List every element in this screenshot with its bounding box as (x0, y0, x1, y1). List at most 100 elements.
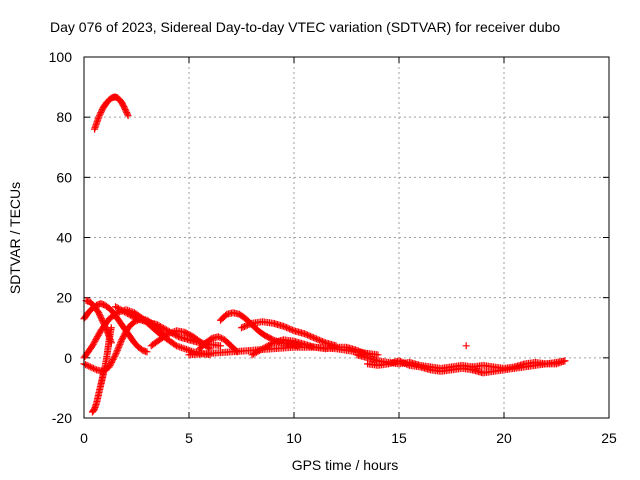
data-point (99, 318, 107, 326)
data-point (121, 106, 129, 114)
data-point (95, 310, 103, 318)
x-tick-label: 20 (496, 430, 512, 446)
data-point (95, 112, 103, 120)
data-point (214, 333, 222, 341)
data-point (164, 330, 172, 338)
data-point (395, 357, 403, 365)
data-point (304, 331, 311, 339)
data-point (130, 313, 137, 321)
data-point (100, 319, 108, 327)
data-point (179, 344, 187, 352)
data-point (167, 329, 175, 337)
data-point (122, 107, 130, 115)
series-arc-o (469, 357, 569, 377)
data-point (120, 331, 128, 339)
y-tick-label: 100 (49, 49, 73, 65)
data-point (314, 336, 322, 344)
x-tick-label: 0 (80, 430, 88, 446)
data-point (124, 112, 132, 120)
data-point (89, 340, 97, 348)
data-point (112, 303, 119, 311)
data-point (115, 342, 123, 350)
data-point (89, 364, 97, 372)
data-point (245, 321, 253, 329)
data-point (301, 330, 308, 338)
data-point (90, 339, 98, 347)
data-point (88, 342, 96, 350)
data-point (154, 321, 161, 329)
data-point (160, 324, 167, 332)
data-point (113, 346, 121, 354)
series-isolated (462, 342, 470, 350)
data-point (280, 322, 287, 330)
data-point (95, 309, 103, 317)
data-point (166, 329, 174, 337)
data-point (263, 342, 271, 350)
data-point (253, 348, 260, 356)
data-point (119, 307, 127, 315)
data-point (121, 104, 129, 112)
data-point (244, 321, 251, 329)
data-point (462, 342, 470, 350)
series-arc-d (82, 297, 115, 347)
data-point (316, 336, 323, 344)
data-point (117, 339, 125, 347)
data-point (242, 322, 250, 330)
data-point (109, 355, 117, 363)
data-point (403, 360, 410, 368)
data-point (317, 337, 325, 345)
x-tick-label: 5 (185, 430, 193, 446)
data-point (112, 310, 120, 318)
data-point (118, 306, 125, 314)
data-point (302, 330, 310, 338)
data-point (96, 312, 104, 320)
data-point (98, 316, 106, 324)
data-point (106, 361, 114, 369)
data-point (102, 324, 110, 332)
data-point (112, 351, 119, 359)
data-point (218, 334, 226, 342)
data-point (120, 103, 128, 111)
data-point (257, 346, 265, 354)
data-point (250, 350, 257, 358)
data-point (121, 330, 129, 338)
series-arc-m (364, 357, 476, 375)
y-tick-label: 20 (56, 290, 72, 306)
data-point (158, 323, 166, 331)
x-axis-label: GPS time / hours (292, 457, 399, 473)
data-point (83, 361, 91, 369)
data-point (112, 349, 120, 357)
data-point (284, 324, 292, 332)
data-point (105, 363, 113, 371)
series-arc-k (248, 336, 371, 359)
data-point (143, 348, 151, 356)
data-point (123, 327, 131, 335)
data-point (374, 351, 382, 359)
y-tick-label: -20 (52, 410, 72, 426)
data-point (169, 328, 177, 336)
data-point (239, 323, 247, 331)
data-point (181, 345, 189, 353)
data-point (131, 314, 139, 322)
data-point (308, 333, 316, 341)
data-point (186, 347, 194, 355)
y-tick-label: 40 (56, 230, 72, 246)
data-point (184, 346, 192, 354)
data-point (268, 340, 275, 348)
data-point (122, 309, 130, 317)
data-point (101, 322, 109, 330)
data-point (122, 328, 130, 336)
data-point (94, 331, 102, 339)
data-point (85, 362, 93, 370)
data-point (319, 338, 326, 346)
data-point (311, 334, 319, 342)
data-point (121, 308, 128, 316)
data-point (262, 343, 269, 351)
data-point (182, 345, 190, 353)
chart-title: Day 076 of 2023, Sidereal Day-to-day VTE… (50, 19, 560, 35)
data-point (93, 333, 101, 341)
data-point (125, 310, 133, 318)
data-point (91, 337, 99, 345)
data-point (123, 110, 131, 118)
series-arc-high (91, 93, 132, 133)
